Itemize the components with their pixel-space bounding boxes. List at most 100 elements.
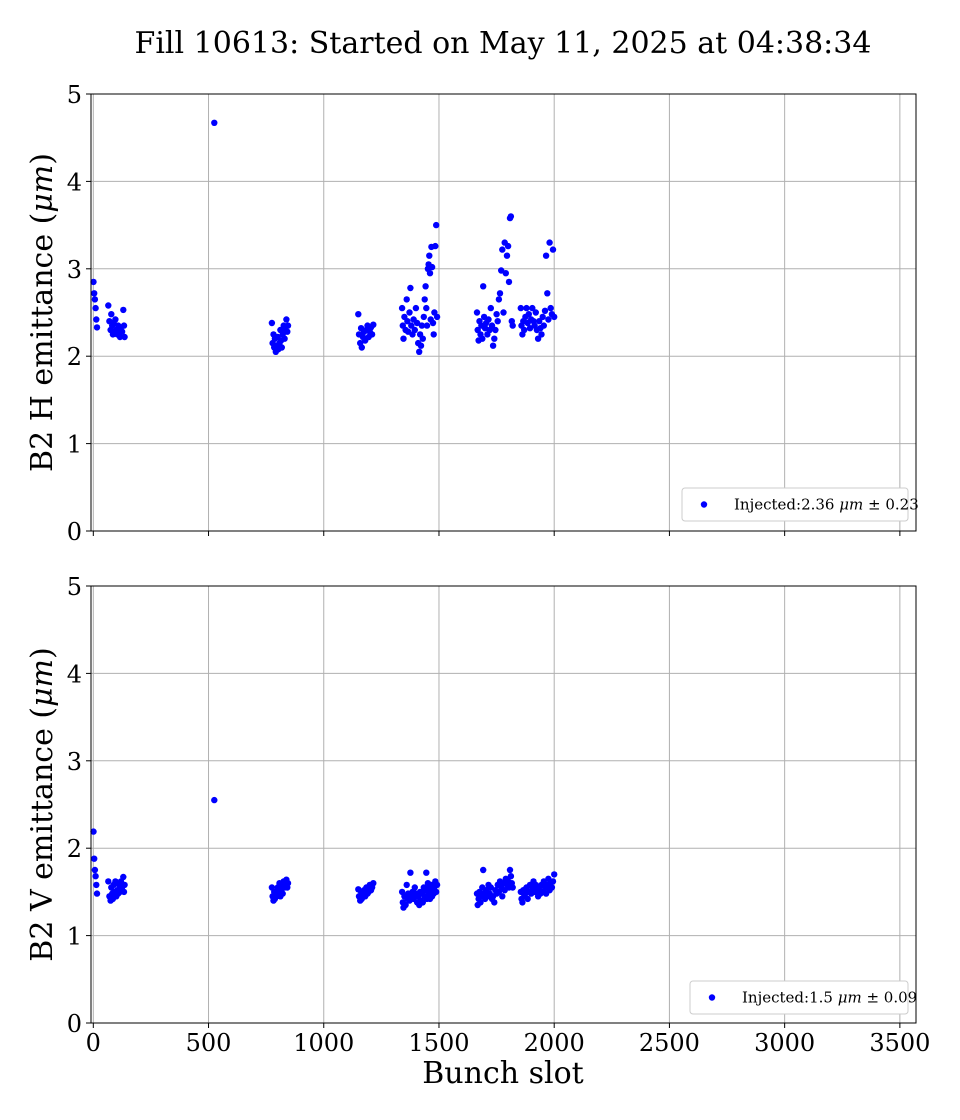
data-point xyxy=(485,316,492,323)
data-point xyxy=(93,316,100,323)
data-point xyxy=(407,869,414,876)
data-point xyxy=(355,311,362,318)
data-point xyxy=(538,331,545,338)
data-point xyxy=(278,344,285,351)
data-series xyxy=(90,796,558,911)
y-tick-label: 2 xyxy=(67,835,82,863)
data-point xyxy=(547,304,554,312)
data-point xyxy=(418,322,426,329)
y-tick-label: 4 xyxy=(67,168,82,196)
legend-marker xyxy=(700,501,708,508)
data-point xyxy=(92,304,99,312)
emittance-h-panel: 0 1 2 3 4 5 B2 H emittance (μm) Injected:2.36 μ… xyxy=(25,81,919,546)
data-point xyxy=(268,319,276,327)
data-point xyxy=(407,284,414,292)
data-point xyxy=(423,304,430,312)
data-point xyxy=(496,290,504,297)
data-series xyxy=(90,119,558,355)
data-point xyxy=(281,335,288,342)
data-point xyxy=(120,873,127,881)
chart-title: Fill 10613: Started on May 11, 2025 at 0… xyxy=(135,26,872,61)
data-point xyxy=(423,322,431,329)
data-point xyxy=(93,890,101,897)
data-point xyxy=(502,270,509,277)
data-point xyxy=(420,313,427,321)
data-point xyxy=(509,322,516,329)
x-tick-label: 2500 xyxy=(639,1029,700,1057)
y-tick-label: 1 xyxy=(67,431,82,459)
y-axis-label: B2 H emittance (μm) xyxy=(25,153,60,472)
y-tick-label: 3 xyxy=(67,256,82,284)
data-point xyxy=(284,328,291,335)
x-tick-label: 1500 xyxy=(408,1029,469,1057)
data-point xyxy=(116,333,124,341)
x-axis-label: Bunch slot xyxy=(422,1056,583,1091)
data-point xyxy=(433,888,440,896)
data-point xyxy=(495,296,503,303)
data-point xyxy=(504,242,512,250)
data-point xyxy=(521,326,528,334)
x-tick-label: 3000 xyxy=(754,1029,815,1057)
data-point xyxy=(91,290,98,297)
data-point xyxy=(551,313,558,321)
data-point xyxy=(433,313,441,321)
data-point xyxy=(525,311,532,318)
data-point xyxy=(477,899,484,906)
data-point xyxy=(506,866,514,874)
data-point xyxy=(120,306,127,314)
data-point xyxy=(120,888,128,896)
y-axis-label: B2 V emittance (μm) xyxy=(25,647,60,961)
data-point xyxy=(548,884,556,891)
data-point xyxy=(499,893,506,900)
data-point xyxy=(428,263,436,271)
data-point xyxy=(494,318,501,325)
data-point xyxy=(473,309,481,316)
data-point xyxy=(507,873,515,880)
data-point xyxy=(416,348,423,355)
y-tick-label: 5 xyxy=(67,81,82,109)
y-tick-label: 0 xyxy=(67,518,82,546)
x-tick-label: 1000 xyxy=(293,1029,354,1057)
data-point xyxy=(524,895,531,903)
data-point xyxy=(90,278,97,286)
data-point xyxy=(479,335,486,342)
plot-frame xyxy=(90,93,917,532)
data-point xyxy=(118,328,126,335)
x-tick-label: 500 xyxy=(186,1029,232,1057)
data-point xyxy=(534,335,542,342)
data-point xyxy=(121,881,128,889)
x-tick-label: 2000 xyxy=(524,1029,585,1057)
data-point xyxy=(370,880,377,887)
data-point xyxy=(540,322,547,329)
data-point xyxy=(91,866,99,874)
data-point xyxy=(403,296,410,303)
legend: Injected:1.5 μm ± 0.09 xyxy=(689,980,917,1015)
data-point xyxy=(546,239,553,246)
data-point xyxy=(500,309,507,316)
data-point xyxy=(509,884,516,891)
data-point xyxy=(551,871,558,878)
data-point xyxy=(413,319,421,327)
data-point xyxy=(90,828,97,835)
data-point xyxy=(545,316,552,323)
data-point xyxy=(505,278,513,286)
legend: Injected:2.36 μm ± 0.23 xyxy=(681,487,919,522)
data-point xyxy=(421,296,428,303)
data-point xyxy=(112,316,119,323)
data-point xyxy=(432,242,439,250)
data-point xyxy=(426,252,433,259)
data-point xyxy=(91,296,99,303)
data-point xyxy=(283,316,290,323)
data-point xyxy=(487,304,494,312)
data-point xyxy=(519,899,526,906)
data-point xyxy=(523,304,530,312)
data-point xyxy=(105,302,112,309)
data-point xyxy=(406,309,413,316)
y-tick-label: 1 xyxy=(67,923,82,951)
data-point xyxy=(480,283,487,290)
legend-label: Injected:1.5 μm ± 0.09 xyxy=(742,989,917,1007)
data-point xyxy=(423,869,430,876)
data-point xyxy=(549,246,557,253)
